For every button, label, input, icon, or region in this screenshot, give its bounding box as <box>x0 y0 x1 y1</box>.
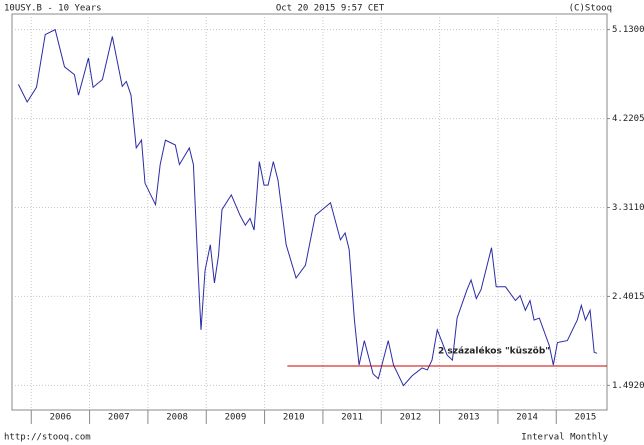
x-tick-label: 2012 <box>400 413 422 423</box>
x-tick-label: 2008 <box>166 413 188 423</box>
y-tick-label: 4.2205 <box>612 114 644 124</box>
interval: Interval Monthly <box>521 433 608 443</box>
chart-subtitle: Oct 20 2015 9:57 CET <box>276 4 385 14</box>
x-tick-label: 2015 <box>575 413 597 423</box>
x-tick-label: 2009 <box>225 413 247 423</box>
x-tick-label: 2013 <box>458 413 480 423</box>
y-tick-label: 5.1300 <box>612 25 644 35</box>
y-tick-label: 2.4015 <box>612 292 644 302</box>
plot-area <box>11 13 608 411</box>
y-tick-label: 3.3110 <box>612 203 644 213</box>
y-tick-label: 1.4920 <box>612 381 644 391</box>
x-tick-label: 2011 <box>341 413 363 423</box>
credit: (C)Stooq <box>569 4 612 14</box>
data-line <box>17 28 598 387</box>
x-tick-label: 2007 <box>108 413 130 423</box>
source: http://stooq.com <box>4 433 91 443</box>
chart-title: 10USY.B - 10 Years <box>4 4 102 14</box>
x-tick-label: 2006 <box>50 413 72 423</box>
threshold-label: 2 százalékos "küszöb" <box>438 346 550 357</box>
x-tick-label: 2014 <box>516 413 538 423</box>
x-tick-label: 2010 <box>283 413 305 423</box>
